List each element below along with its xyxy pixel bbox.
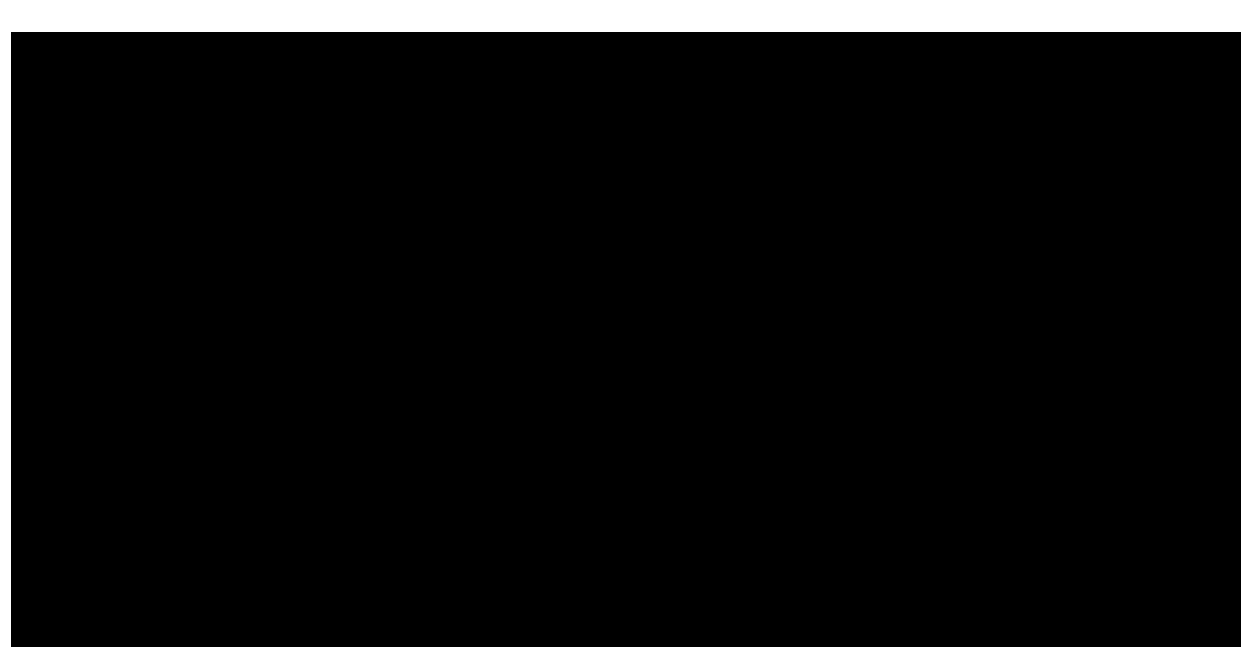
word-cloud	[11, 32, 1241, 647]
word-cloud-area	[11, 32, 1241, 647]
